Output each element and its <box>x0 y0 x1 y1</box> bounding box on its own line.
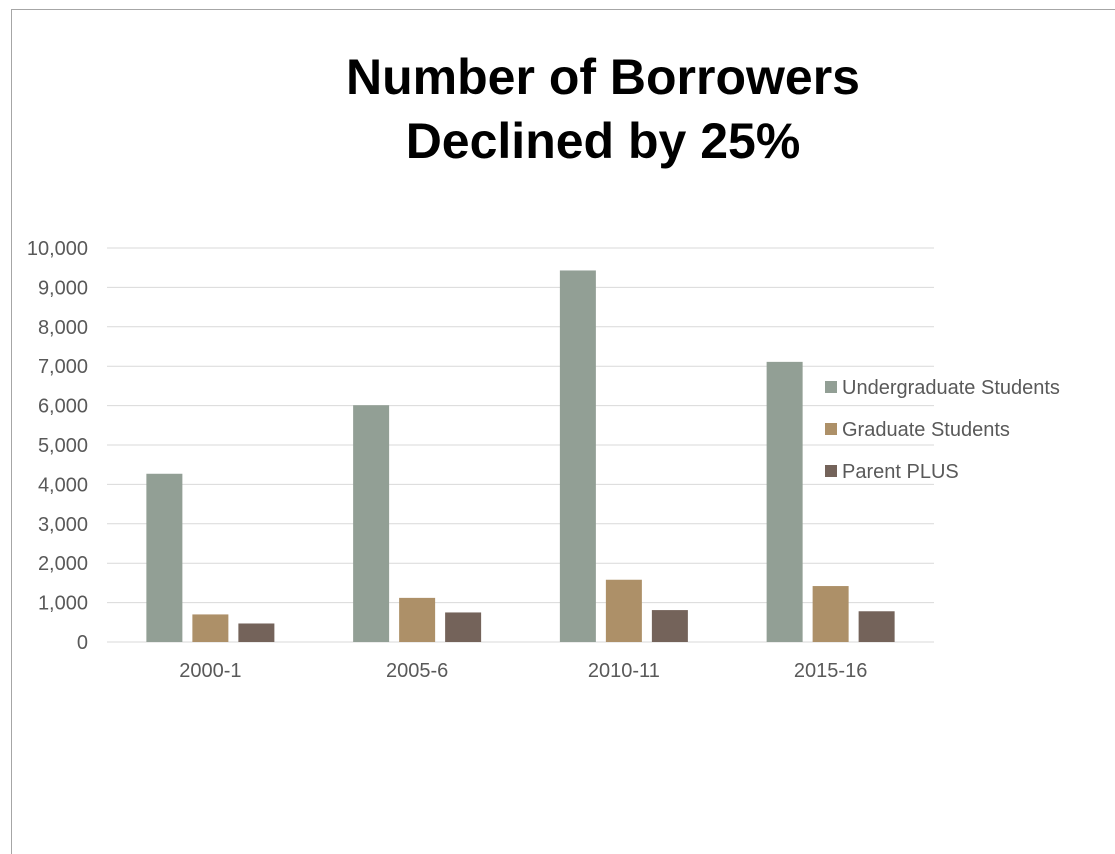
chart-title-line-1: Number of Borrowers <box>346 49 860 105</box>
bar-parent-plus-2005-6 <box>445 612 482 642</box>
bar-undergraduate-students-2000-1 <box>146 473 183 642</box>
bar-graduate-students-2005-6 <box>399 597 436 642</box>
y-tick-label: 9,000 <box>38 277 88 299</box>
y-tick-label: 10,000 <box>27 238 88 260</box>
y-tick-label: 0 <box>77 632 88 654</box>
y-tick-label: 1,000 <box>38 593 88 615</box>
bars <box>146 270 895 642</box>
legend-label: Graduate Students <box>842 419 1010 441</box>
bar-undergraduate-students-2010-11 <box>559 270 596 642</box>
x-tick-label: 2015-16 <box>794 660 867 682</box>
x-tick-label: 2005-6 <box>386 660 448 682</box>
y-tick-label: 5,000 <box>38 435 88 457</box>
x-axis: 2000-1 2005-6 2010-11 2015-16 <box>179 660 867 682</box>
bar-parent-plus-2010-11 <box>651 610 688 642</box>
legend: Undergraduate Students Graduate Students P… <box>825 377 1060 483</box>
legend-swatch <box>825 381 837 393</box>
bar-undergraduate-students-2005-6 <box>353 405 390 642</box>
y-tick-label: 7,000 <box>38 356 88 378</box>
chart-frame <box>11 9 1115 854</box>
y-axis: 0 1,000 2,000 3,000 4,000 5,000 6,000 7,000 8,00… <box>27 238 88 654</box>
bar-graduate-students-2010-11 <box>605 579 642 642</box>
x-tick-label: 2010-11 <box>588 660 660 682</box>
bar-parent-plus-2000-1 <box>238 623 275 642</box>
legend-label: Undergraduate Students <box>842 377 1060 399</box>
bar-undergraduate-students-2015-16 <box>766 361 803 642</box>
bar-graduate-students-2000-1 <box>192 614 229 642</box>
y-tick-label: 8,000 <box>38 317 88 339</box>
legend-swatch <box>825 423 837 435</box>
legend-swatch <box>825 465 837 477</box>
legend-label: Parent PLUS <box>842 461 959 483</box>
chart-title-line-2: Declined by 25% <box>406 113 801 169</box>
gridlines <box>107 247 934 643</box>
y-tick-label: 4,000 <box>38 474 88 496</box>
bar-parent-plus-2015-16 <box>858 611 895 642</box>
y-tick-label: 6,000 <box>38 396 88 418</box>
x-tick-label: 2000-1 <box>179 660 241 682</box>
bar-graduate-students-2015-16 <box>812 586 849 642</box>
y-tick-label: 2,000 <box>38 553 88 575</box>
y-tick-label: 3,000 <box>38 514 88 536</box>
